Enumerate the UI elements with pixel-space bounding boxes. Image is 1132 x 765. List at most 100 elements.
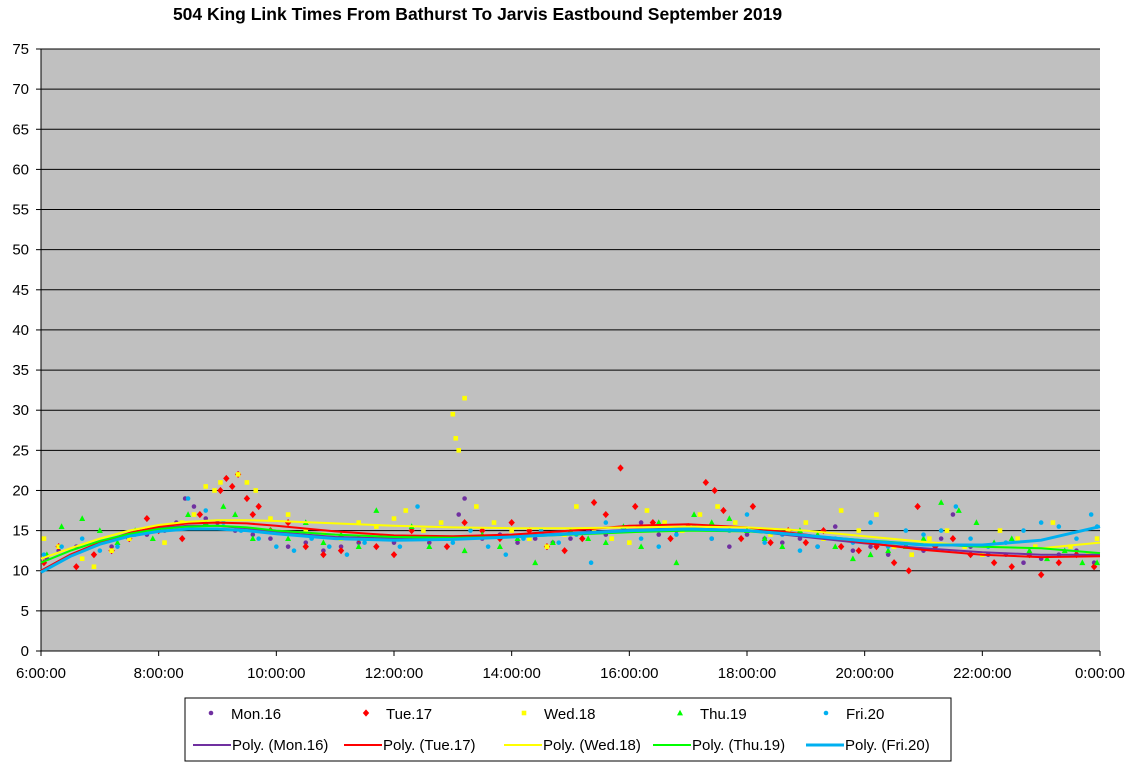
data-point <box>1074 536 1079 541</box>
data-point <box>767 539 774 547</box>
data-point <box>568 536 573 541</box>
legend-label: Mon.16 <box>231 706 281 723</box>
data-point <box>391 516 397 521</box>
data-point <box>762 540 767 545</box>
y-tick-label: 45 <box>12 282 29 299</box>
data-point <box>909 552 915 557</box>
data-point <box>779 543 786 550</box>
y-tick-label: 25 <box>12 442 29 459</box>
y-tick-label: 70 <box>12 81 29 98</box>
legend-box <box>184 697 952 762</box>
y-axis-tick-labels: 0 5 10 15 20 25 30 35 40 45 50 55 60 65 70 75 <box>12 41 29 660</box>
data-point <box>91 564 97 570</box>
data-point <box>250 532 256 537</box>
data-point <box>243 494 251 503</box>
plot-area-background <box>41 49 1100 651</box>
data-point <box>255 502 262 511</box>
y-tick-label: 0 <box>21 643 29 660</box>
data-point <box>711 486 718 495</box>
data-point <box>456 448 462 453</box>
data-point <box>503 552 509 557</box>
data-point <box>927 536 932 541</box>
x-axis-tick-labels: 6:00:00 8:00:00 10:00:00 12:00:00 14:00:00 16… <box>16 665 1125 682</box>
data-point <box>914 502 921 511</box>
data-point <box>749 502 757 511</box>
y-tick-label: 50 <box>12 242 29 259</box>
x-tick-label: 6:00:00 <box>16 665 66 682</box>
data-point <box>638 536 644 541</box>
data-point <box>285 544 291 549</box>
data-point <box>627 540 632 545</box>
legend-label: Poly. (Wed.18) <box>543 737 641 754</box>
data-point <box>191 512 197 517</box>
data-point <box>532 559 539 566</box>
data-point <box>421 528 426 533</box>
x-tick-label: 10:00:00 <box>247 665 305 682</box>
data-point <box>702 478 710 487</box>
data-point <box>185 511 192 517</box>
data-point <box>58 523 65 529</box>
data-point <box>709 536 714 541</box>
data-point <box>390 551 398 559</box>
data-point <box>850 548 856 553</box>
data-point <box>126 536 132 541</box>
data-point <box>374 524 379 529</box>
data-point <box>632 502 639 511</box>
data-point <box>321 548 326 553</box>
legend-marker <box>521 710 527 716</box>
data-point <box>79 536 85 541</box>
data-point <box>920 535 927 542</box>
data-point <box>617 464 624 472</box>
data-point <box>114 539 121 546</box>
trendline <box>40 525 1101 574</box>
data-point <box>768 532 773 537</box>
data-point <box>326 544 332 549</box>
data-point <box>268 536 273 541</box>
data-point <box>638 520 644 525</box>
data-point <box>356 540 362 545</box>
data-point <box>244 480 250 485</box>
data-point <box>667 535 674 543</box>
data-point <box>508 518 515 527</box>
data-point <box>249 510 256 519</box>
trendline <box>40 521 1101 572</box>
data-point <box>532 536 538 541</box>
data-point <box>1055 559 1063 567</box>
data-point <box>355 543 362 550</box>
data-point <box>761 535 768 542</box>
data-point <box>544 544 550 549</box>
data-point <box>549 539 556 546</box>
data-point <box>585 535 592 542</box>
data-point <box>90 551 98 559</box>
data-point <box>403 508 409 513</box>
data-point <box>832 543 839 550</box>
data-point <box>932 543 939 551</box>
data-point <box>591 528 597 533</box>
data-point <box>191 504 197 509</box>
x-tick-label: 16:00:00 <box>600 665 658 682</box>
data-point <box>456 512 462 517</box>
data-point <box>302 543 309 551</box>
x-tick-label: 22:00:00 <box>953 665 1011 682</box>
trendline <box>40 519 1101 560</box>
data-point <box>1050 520 1056 525</box>
data-point <box>820 527 827 535</box>
axes <box>36 48 1101 656</box>
y-tick-label: 10 <box>12 563 29 580</box>
data-point <box>885 547 892 554</box>
data-point <box>708 519 715 525</box>
legend-label: Tue.17 <box>386 706 432 723</box>
legend-label: Poly. (Tue.17) <box>383 737 476 754</box>
data-point <box>1056 524 1062 529</box>
data-point <box>815 544 820 549</box>
legend: Mon.16 Tue.17 Wed.18 Thu.19 Fri.20 Poly. (Mon… <box>184 697 952 762</box>
data-point <box>649 518 657 527</box>
data-point <box>732 520 738 525</box>
data-point <box>249 535 256 542</box>
data-point <box>59 544 64 549</box>
y-tick-label: 35 <box>12 362 29 379</box>
data-point <box>720 506 727 515</box>
data-point <box>921 532 926 537</box>
trendlines <box>40 519 1101 574</box>
data-point <box>868 544 873 549</box>
